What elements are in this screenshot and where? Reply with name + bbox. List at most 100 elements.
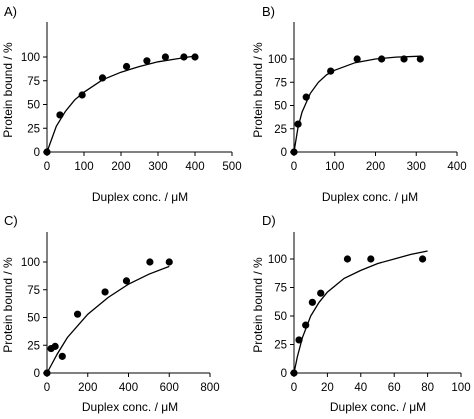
x-axis-title: Duplex conc. / μM bbox=[330, 400, 426, 414]
y-tick-label: 75 bbox=[274, 77, 287, 89]
x-tick-label: 20 bbox=[321, 382, 334, 394]
data-point bbox=[400, 55, 408, 63]
x-axis-title: Duplex conc. / μM bbox=[92, 190, 188, 204]
data-point bbox=[56, 111, 64, 119]
data-point bbox=[378, 55, 386, 63]
x-tick-label: 200 bbox=[78, 382, 97, 394]
y-tick-label: 100 bbox=[21, 257, 40, 269]
panel-a: A) 0 100 200 300 400 500 0 25 50 75 100 Duplex con… bbox=[1, 4, 242, 204]
y-tick-label: 100 bbox=[21, 52, 40, 64]
data-point bbox=[317, 289, 325, 297]
y-tick-label: 75 bbox=[274, 283, 287, 295]
x-tick-label: 0 bbox=[44, 382, 50, 394]
data-point bbox=[308, 298, 316, 306]
data-point bbox=[43, 369, 51, 377]
panel-a-marks: 0 100 200 300 400 500 0 25 50 75 100 bbox=[21, 22, 242, 173]
panel-label: D) bbox=[262, 213, 276, 228]
panel-b-marks: 0 100 200 300 400 0 25 50 75 100 bbox=[268, 22, 467, 173]
data-point bbox=[343, 255, 352, 263]
x-tick-label: 600 bbox=[160, 382, 179, 394]
y-axis-title: Protein bound / % bbox=[251, 42, 265, 138]
y-tick-label: 100 bbox=[268, 254, 287, 266]
data-point bbox=[58, 352, 66, 360]
x-tick-label: 100 bbox=[74, 161, 93, 173]
panel-label: A) bbox=[4, 4, 17, 19]
x-tick-label: 60 bbox=[388, 382, 401, 394]
x-tick-label: 300 bbox=[407, 161, 426, 173]
y-tick-label: 0 bbox=[281, 368, 287, 380]
x-tick-label: 200 bbox=[366, 161, 385, 173]
fit-curve bbox=[46, 55, 196, 153]
data-point bbox=[165, 258, 173, 266]
fit-curve bbox=[293, 250, 428, 374]
panel-d: D) 0 20 40 60 80 100 0 25 50 75 100 Duplex conc. /… bbox=[251, 213, 471, 414]
panel-label: B) bbox=[262, 4, 275, 19]
x-axis-title: Duplex conc. / μM bbox=[82, 400, 178, 414]
y-tick-label: 75 bbox=[27, 285, 40, 297]
y-axis-title: Protein bound / % bbox=[1, 257, 15, 353]
y-axis-title: Protein bound / % bbox=[251, 257, 265, 353]
data-point bbox=[302, 93, 310, 101]
data-point bbox=[78, 91, 86, 99]
x-tick-label: 800 bbox=[200, 382, 219, 394]
data-point bbox=[302, 321, 310, 329]
data-point bbox=[122, 62, 131, 71]
y-tick-label: 50 bbox=[27, 100, 40, 112]
y-tick-label: 0 bbox=[281, 147, 287, 159]
data-point bbox=[353, 55, 361, 63]
panel-d-marks: 0 20 40 60 80 100 0 25 50 75 100 bbox=[268, 232, 471, 394]
data-point bbox=[143, 57, 151, 65]
x-tick-label: 100 bbox=[451, 382, 470, 394]
x-tick-label: 100 bbox=[325, 161, 344, 173]
data-point bbox=[146, 258, 154, 266]
panel-c: C) 0 200 400 600 800 0 25 50 75 100 Duplex conc. … bbox=[1, 213, 220, 414]
fit-curve bbox=[293, 55, 421, 153]
y-tick-label: 25 bbox=[274, 340, 287, 352]
data-point bbox=[191, 53, 199, 61]
x-tick-label: 400 bbox=[185, 161, 204, 173]
y-tick-label: 25 bbox=[274, 124, 287, 136]
panel-label: C) bbox=[4, 213, 18, 228]
data-point bbox=[98, 74, 107, 82]
y-tick-label: 25 bbox=[27, 123, 40, 135]
x-tick-label: 0 bbox=[291, 382, 297, 394]
x-tick-label: 200 bbox=[111, 161, 130, 173]
data-point bbox=[101, 288, 109, 296]
data-point bbox=[418, 255, 427, 263]
y-tick-label: 50 bbox=[274, 101, 287, 113]
data-point bbox=[122, 277, 131, 285]
x-tick-label: 300 bbox=[148, 161, 167, 173]
y-tick-label: 50 bbox=[27, 313, 40, 325]
y-tick-label: 25 bbox=[27, 340, 40, 352]
y-axis-title: Protein bound / % bbox=[1, 42, 15, 138]
data-point bbox=[43, 148, 51, 156]
y-tick-label: 100 bbox=[268, 54, 287, 66]
data-point bbox=[327, 67, 335, 75]
data-point bbox=[161, 53, 169, 61]
data-point bbox=[73, 310, 82, 318]
fit-curve bbox=[46, 265, 170, 374]
x-tick-label: 400 bbox=[447, 161, 466, 173]
data-point bbox=[295, 336, 303, 344]
x-axis-title: Duplex conc. / μM bbox=[322, 190, 418, 204]
data-point bbox=[367, 255, 375, 263]
x-tick-label: 500 bbox=[222, 161, 241, 173]
y-tick-label: 50 bbox=[274, 311, 287, 323]
data-point bbox=[416, 55, 424, 63]
x-tick-label: 40 bbox=[354, 382, 367, 394]
y-tick-label: 75 bbox=[27, 76, 40, 88]
data-point bbox=[51, 342, 59, 350]
panel-c-marks: 0 200 400 600 800 0 25 50 75 100 bbox=[21, 232, 220, 394]
data-point bbox=[294, 120, 302, 128]
x-tick-label: 400 bbox=[119, 382, 138, 394]
data-point bbox=[180, 53, 188, 61]
x-tick-label: 0 bbox=[44, 161, 50, 173]
y-tick-label: 0 bbox=[34, 368, 40, 380]
data-point bbox=[290, 369, 298, 377]
x-tick-label: 0 bbox=[291, 161, 297, 173]
data-point bbox=[290, 148, 298, 156]
panel-b: B) 0 100 200 300 400 0 25 50 75 100 Duplex conc. … bbox=[251, 4, 467, 204]
y-tick-label: 0 bbox=[34, 147, 40, 159]
x-tick-label: 80 bbox=[421, 382, 434, 394]
